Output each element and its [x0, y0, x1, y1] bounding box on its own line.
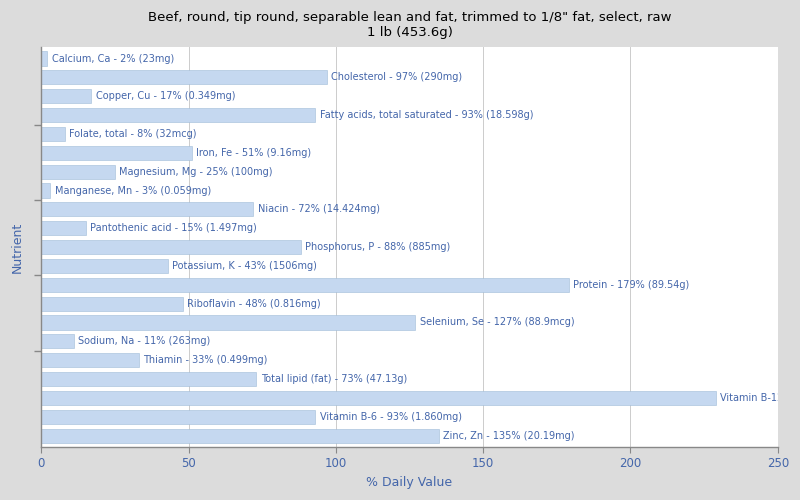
Title: Beef, round, tip round, separable lean and fat, trimmed to 1/8" fat, select, raw: Beef, round, tip round, separable lean a…	[148, 11, 671, 39]
Text: Sodium, Na - 11% (263mg): Sodium, Na - 11% (263mg)	[78, 336, 210, 346]
Text: Copper, Cu - 17% (0.349mg): Copper, Cu - 17% (0.349mg)	[96, 91, 235, 101]
Text: Magnesium, Mg - 25% (100mg): Magnesium, Mg - 25% (100mg)	[119, 166, 273, 176]
Text: Vitamin B-12 - 229% (13.74mcg): Vitamin B-12 - 229% (13.74mcg)	[720, 393, 800, 403]
Bar	[42, 146, 191, 160]
X-axis label: % Daily Value: % Daily Value	[366, 476, 453, 489]
Y-axis label: Nutrient: Nutrient	[11, 222, 24, 272]
Bar	[42, 52, 47, 66]
Bar	[42, 89, 91, 104]
Bar	[42, 240, 301, 254]
Bar	[42, 372, 256, 386]
Bar	[42, 127, 65, 141]
Text: Calcium, Ca - 2% (23mg): Calcium, Ca - 2% (23mg)	[52, 54, 174, 64]
Bar	[42, 296, 182, 310]
Bar	[42, 353, 138, 368]
Text: Fatty acids, total saturated - 93% (18.598g): Fatty acids, total saturated - 93% (18.5…	[320, 110, 534, 120]
Bar	[42, 259, 168, 273]
Text: Pantothenic acid - 15% (1.497mg): Pantothenic acid - 15% (1.497mg)	[90, 223, 257, 233]
Text: Total lipid (fat) - 73% (47.13g): Total lipid (fat) - 73% (47.13g)	[261, 374, 407, 384]
Text: Thiamin - 33% (0.499mg): Thiamin - 33% (0.499mg)	[143, 355, 267, 365]
Text: Folate, total - 8% (32mcg): Folate, total - 8% (32mcg)	[70, 129, 197, 139]
Text: Protein - 179% (89.54g): Protein - 179% (89.54g)	[573, 280, 690, 290]
Text: Vitamin B-6 - 93% (1.860mg): Vitamin B-6 - 93% (1.860mg)	[320, 412, 462, 422]
Text: Iron, Fe - 51% (9.16mg): Iron, Fe - 51% (9.16mg)	[196, 148, 311, 158]
Bar	[42, 410, 315, 424]
Bar	[42, 334, 74, 348]
Text: Phosphorus, P - 88% (885mg): Phosphorus, P - 88% (885mg)	[305, 242, 450, 252]
Bar	[42, 202, 254, 216]
Bar	[42, 108, 315, 122]
Text: Selenium, Se - 127% (88.9mcg): Selenium, Se - 127% (88.9mcg)	[420, 318, 574, 328]
Text: Potassium, K - 43% (1506mg): Potassium, K - 43% (1506mg)	[173, 261, 318, 271]
Text: Riboflavin - 48% (0.816mg): Riboflavin - 48% (0.816mg)	[187, 298, 321, 308]
Text: Niacin - 72% (14.424mg): Niacin - 72% (14.424mg)	[258, 204, 380, 214]
Bar	[42, 391, 716, 405]
Bar	[42, 278, 569, 292]
Text: Manganese, Mn - 3% (0.059mg): Manganese, Mn - 3% (0.059mg)	[54, 186, 211, 196]
Bar	[42, 221, 86, 236]
Text: Cholesterol - 97% (290mg): Cholesterol - 97% (290mg)	[331, 72, 462, 83]
Bar	[42, 164, 115, 178]
Bar	[42, 316, 415, 330]
Text: Zinc, Zn - 135% (20.19mg): Zinc, Zn - 135% (20.19mg)	[443, 430, 575, 440]
Bar	[42, 70, 327, 85]
Bar	[42, 184, 50, 198]
Bar	[42, 428, 439, 442]
